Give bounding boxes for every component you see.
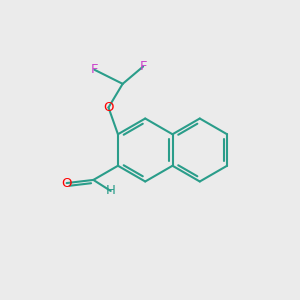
Text: H: H	[106, 184, 116, 197]
Text: F: F	[140, 60, 147, 73]
Text: O: O	[103, 101, 114, 114]
Text: F: F	[91, 63, 98, 76]
Text: O: O	[61, 177, 72, 190]
